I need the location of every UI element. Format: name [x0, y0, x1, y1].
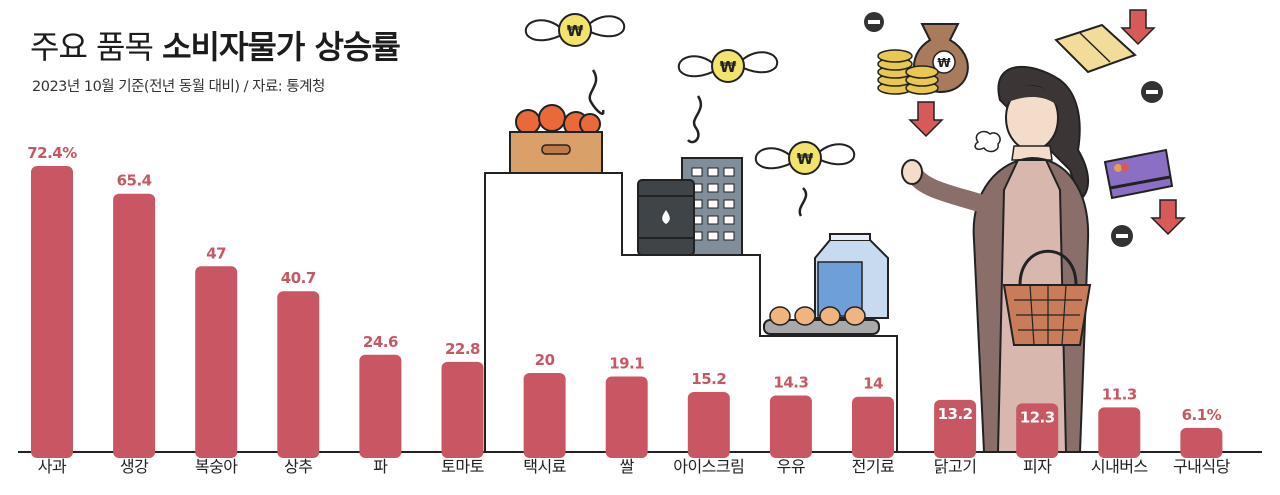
category-label-파: 파 — [373, 457, 388, 476]
bar-시내버스 — [1098, 407, 1141, 458]
bar-전기료 — [852, 396, 894, 458]
category-label-아이스크림: 아이스크림 — [673, 457, 744, 476]
bar-복숭아 — [195, 266, 238, 458]
bar-우유 — [769, 395, 812, 458]
chart-title: 주요 품목 소비자물가 상승률 — [30, 22, 401, 68]
bar-택시료 — [523, 373, 566, 458]
tomato-box-illustration — [509, 104, 603, 174]
value-label-group: 72.4% 65.4 47 40.7 24.6 22.8 20 19.1 15.2 14.3 14 1… — [27, 144, 1222, 426]
value-label-사과: 72.4% — [27, 144, 77, 162]
bar-구내식당 — [1180, 427, 1223, 458]
category-label-구내식당: 구내식당 — [1173, 457, 1231, 476]
svg-text:₩: ₩ — [937, 56, 951, 70]
category-label-닭고기: 닭고기 — [934, 457, 977, 476]
title-light-text: 주요 품목 — [30, 28, 154, 66]
value-label-피자: 12.3 — [1020, 408, 1055, 426]
gold-card-arrows-illustration — [1054, 9, 1186, 247]
flying-won-coin-illustration: ₩ ₩ ₩ — [524, 13, 856, 217]
bar-쌀 — [605, 376, 648, 458]
bar-아이스크림 — [687, 392, 730, 458]
category-label-사과: 사과 — [38, 457, 67, 476]
value-label-구내식당: 6.1% — [1182, 406, 1222, 424]
category-label-생강: 생강 — [120, 457, 149, 476]
value-label-쌀: 19.1 — [609, 355, 644, 373]
value-label-택시료: 20 — [535, 351, 555, 369]
value-label-닭고기: 13.2 — [938, 405, 973, 423]
title-bold-text: 소비자물가 상승률 — [162, 28, 401, 66]
money-bag-coins-illustration: ₩ — [864, 12, 969, 138]
bar-토마토 — [441, 361, 484, 458]
chart-subtitle: 2023년 10월 기준(전년 동월 대비) / 자료: 통계청 — [32, 79, 325, 95]
category-label-쌀: 쌀 — [620, 457, 635, 476]
category-label-토마토: 토마토 — [441, 457, 484, 476]
category-label-전기료: 전기료 — [852, 457, 895, 476]
value-label-우유: 14.3 — [773, 374, 808, 392]
category-label-상추: 상추 — [284, 457, 312, 476]
svg-text:₩: ₩ — [720, 58, 737, 76]
bar-파 — [359, 354, 402, 458]
value-label-상추: 40.7 — [281, 269, 316, 287]
oil-barrel-building-illustration — [637, 157, 743, 256]
category-label-피자: 피자 — [1023, 457, 1052, 476]
svg-text:₩: ₩ — [797, 150, 814, 168]
bar-사과 — [31, 166, 73, 458]
milk-eggs-illustration — [763, 233, 889, 335]
category-label-group: 사과 생강 복숭아 상추 파 토마토 택시료 쌀 아이스크림 우유 전기료 닭고기 피자 시내버스 구내식당 — [38, 457, 1231, 476]
category-label-시내버스: 시내버스 — [1091, 457, 1148, 476]
value-label-시내버스: 11.3 — [1102, 385, 1137, 403]
bar-group — [31, 166, 1223, 458]
bar-생강 — [113, 193, 156, 458]
svg-text:₩: ₩ — [567, 22, 584, 40]
value-label-파: 24.6 — [363, 333, 398, 351]
bar-상추 — [277, 291, 320, 458]
value-label-전기료: 14 — [863, 375, 883, 393]
value-label-복숭아: 47 — [206, 244, 226, 262]
value-label-생강: 65.4 — [117, 172, 152, 190]
bar-피자 — [1016, 403, 1059, 458]
bar-닭고기 — [934, 399, 977, 458]
category-label-우유: 우유 — [777, 457, 805, 476]
value-label-아이스크림: 15.2 — [691, 370, 726, 388]
value-label-토마토: 22.8 — [445, 340, 480, 358]
category-label-복숭아: 복숭아 — [195, 457, 238, 476]
category-label-택시료: 택시료 — [523, 457, 566, 476]
